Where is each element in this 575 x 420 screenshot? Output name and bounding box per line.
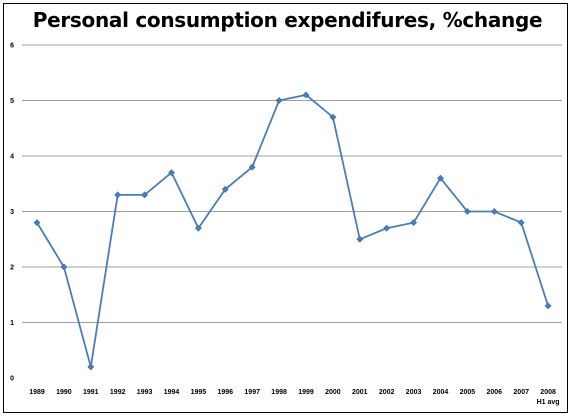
- data-point: [410, 219, 418, 227]
- y-tick-label: 2: [10, 265, 14, 272]
- x-tick-label: 1991: [83, 389, 99, 396]
- x-tick-label: 1992: [110, 389, 126, 396]
- x-tick-label: 2008: [540, 389, 556, 396]
- x-tick-label: 2002: [379, 389, 395, 396]
- x-tick-label: 1996: [218, 389, 234, 396]
- data-point: [168, 169, 175, 177]
- y-tick-label: 5: [10, 98, 14, 105]
- data-point: [302, 91, 310, 99]
- x-tick-label: 2004: [433, 389, 449, 396]
- x-tick-label: 1995: [191, 389, 207, 396]
- data-point: [87, 363, 95, 371]
- x-tick-label: 2003: [406, 389, 422, 396]
- data-point: [463, 208, 471, 215]
- x-tick-label: 1994: [164, 389, 180, 396]
- x-axis-ticks: 1989 1990 1991 1992 1993 1994 1995 1996 1997 1998…: [29, 389, 556, 396]
- y-tick-label: 0: [10, 376, 14, 383]
- x-tick-label: 2001: [352, 389, 368, 396]
- x-tick-label: 2000: [325, 389, 341, 396]
- chart-title: Personal consumption expendifures, %chan…: [32, 8, 543, 32]
- data-point: [544, 302, 552, 310]
- x-tick-label: 1989: [29, 389, 45, 396]
- gridlines: [22, 44, 562, 323]
- series-line-group: [33, 91, 552, 371]
- x-tick-label: 2006: [487, 389, 503, 396]
- data-point: [248, 163, 256, 171]
- y-tick-label: 6: [10, 43, 14, 50]
- series-line: [36, 93, 549, 368]
- chart-frame: [3, 3, 568, 413]
- data-point: [194, 224, 202, 232]
- y-tick-label: 3: [10, 209, 14, 216]
- x-tick-label: 1993: [137, 389, 153, 396]
- data-point: [517, 219, 525, 227]
- x-tick-label: 1999: [298, 389, 314, 396]
- x-tick-label: 1990: [56, 389, 72, 396]
- data-point: [329, 113, 337, 121]
- y-tick-label: 1: [10, 320, 14, 327]
- x-tick-label: 2005: [460, 389, 476, 396]
- data-point: [60, 263, 68, 271]
- data-point: [221, 185, 229, 193]
- x-tick-label: 1998: [271, 389, 287, 396]
- data-point: [490, 208, 498, 215]
- data-point: [437, 174, 444, 182]
- data-point: [356, 235, 364, 243]
- data-point: [383, 224, 391, 232]
- data-point: [275, 97, 283, 104]
- data-point: [141, 191, 149, 199]
- data-point: [114, 191, 122, 199]
- y-axis-ticks: 0 1 2 3 4 5 6: [10, 43, 14, 383]
- x-axis-note: H1 avg: [537, 399, 560, 406]
- y-tick-label: 4: [10, 154, 14, 161]
- data-point: [33, 219, 41, 227]
- x-tick-label: 2007: [513, 389, 529, 396]
- x-tick-label: 1997: [244, 389, 260, 396]
